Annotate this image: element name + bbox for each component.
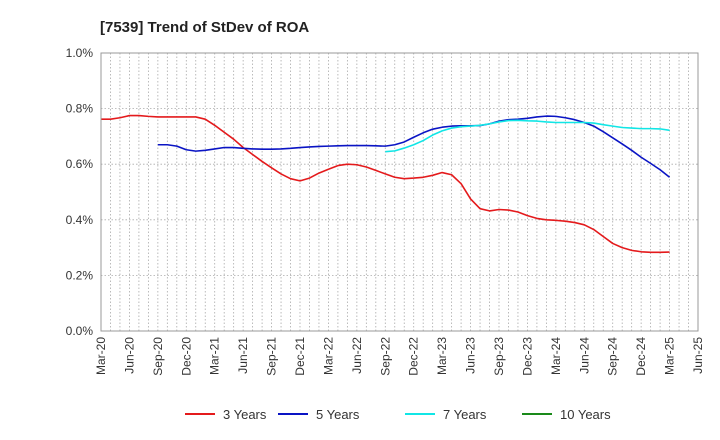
legend-label-7-years: 7 Years [443,407,487,422]
plot-area [101,53,698,331]
x-tick-label: Mar-23 [435,337,449,375]
x-tick-label: Mar-25 [663,337,677,375]
x-tick-label: Sep-24 [606,337,620,376]
x-tick-label: Jun-25 [691,337,705,374]
x-tick-label: Jun-23 [464,337,478,374]
series-line-7-years [385,119,670,153]
legend-label-10-years: 10 Years [560,407,611,422]
y-tick-label: 0.8% [66,102,94,116]
x-tick-label: Sep-22 [378,337,392,376]
x-tick-label: Dec-24 [634,337,648,376]
x-tick-label: Mar-24 [549,337,563,375]
x-tick-label: Jun-22 [350,337,364,374]
y-tick-label: 1.0% [66,46,94,60]
x-tick-label: Dec-23 [520,337,534,376]
x-tick-label: Mar-20 [94,337,108,375]
y-tick-label: 0.2% [66,268,94,282]
x-tick-label: Sep-20 [151,337,165,376]
x-tick-label: Mar-22 [321,337,335,375]
x-tick-label: Dec-20 [179,337,193,376]
x-tick-label: Dec-21 [293,337,307,376]
x-tick-label: Mar-21 [208,337,222,375]
legend-label-5-years: 5 Years [316,407,360,422]
chart-title: [7539] Trend of StDev of ROA [100,19,309,36]
series-line-3-years [101,114,670,254]
x-tick-label: Jun-21 [236,337,250,374]
x-tick-label: Dec-22 [407,337,421,376]
x-tick-label: Sep-23 [492,337,506,376]
legend: 3 Years 5 Years 7 Years 10 Years [185,407,611,422]
y-tick-label: 0.6% [66,157,94,171]
x-tick-label: Sep-21 [265,337,279,376]
x-axis-ticks: Mar-20 Jun-20 Sep-20 Dec-20 Mar-21 Jun-21 Sep-… [94,337,705,376]
series-lines [101,114,671,254]
y-tick-label: 0.4% [66,213,94,227]
x-tick-label: Jun-24 [577,337,591,374]
y-axis-ticks: 0.0% 0.2% 0.4% 0.6% 0.8% 1.0% [66,46,94,338]
legend-label-3-years: 3 Years [223,407,267,422]
grid [100,52,699,332]
plot-frame [100,52,699,332]
y-tick-label: 0.0% [66,324,94,338]
x-tick-label: Jun-20 [122,337,136,374]
